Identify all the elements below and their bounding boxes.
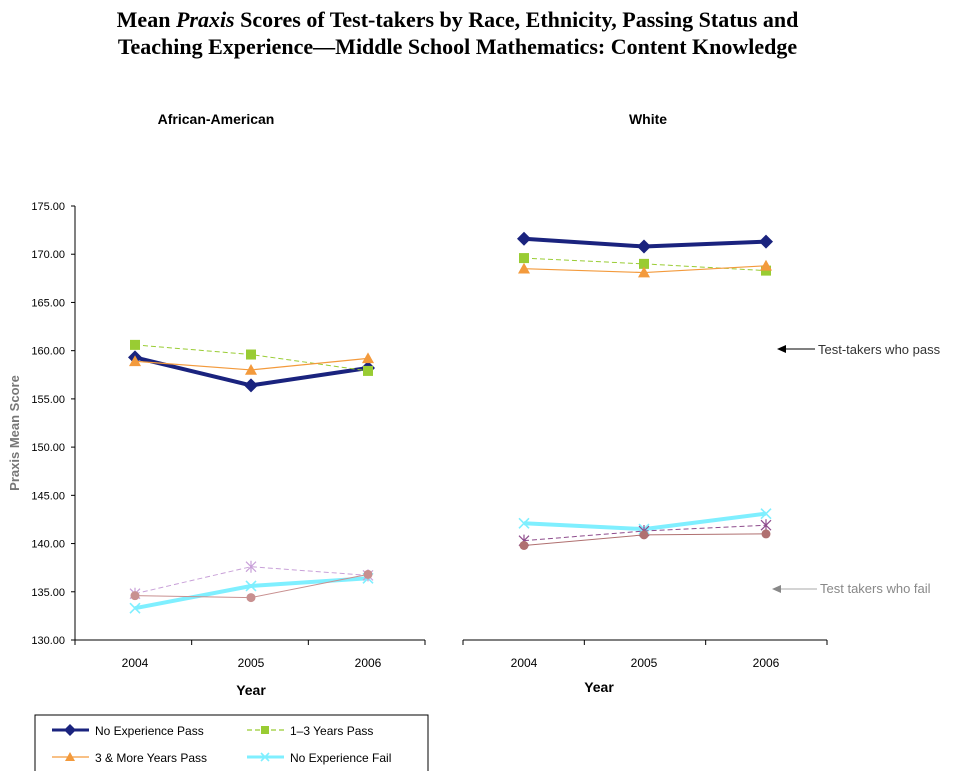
series-african-american-3-and-more-years-fail (130, 569, 373, 603)
x-tick-label-2006: 2006 (753, 656, 780, 670)
y-axis-label: Praxis Mean Score (7, 375, 22, 491)
legend: No Experience Pass 1–3 Years Pass 3 & More… (34, 714, 429, 771)
x-axis-label-right: Year (584, 679, 614, 695)
x-axis-label-left: Year (236, 682, 266, 698)
annotation-fail-text: Test takers who fail (820, 581, 931, 596)
data-point-2004 (517, 231, 531, 246)
data-point-2006 (363, 569, 373, 579)
labels: African-American White Praxis Mean Score… (7, 111, 941, 698)
series-white-no-experience-pass (517, 231, 773, 254)
data-point-2005 (245, 580, 257, 592)
data-point-2006 (761, 265, 771, 276)
series-african-american-no-experience-fail (129, 572, 374, 614)
legend-box (34, 714, 429, 771)
annotation-fail: Test takers who fail (772, 581, 931, 596)
legend-label: 1–3 Years Pass (290, 724, 373, 738)
data-point-2006 (362, 352, 374, 364)
data-point-2005 (245, 560, 257, 573)
legend-marker (260, 752, 270, 762)
legend-label: No Experience Pass (95, 724, 204, 738)
data-point-2005 (245, 363, 257, 375)
data-point-2006 (363, 365, 373, 376)
data-point-2004 (518, 517, 530, 529)
legend-marker (64, 724, 76, 736)
data-point-2004 (519, 540, 529, 550)
data-point-2006 (761, 529, 771, 539)
x-tick-label-2005: 2005 (631, 656, 658, 670)
x-tick-label-2004: 2004 (511, 656, 538, 670)
y-tick-label: 155.00 (31, 394, 65, 406)
series-white-3-and-more-years-pass (518, 259, 772, 278)
legend-item-no-experience-fail: No Experience Fail (247, 751, 391, 765)
annotation-pass-text: Test-takers who pass (818, 342, 941, 357)
data-point-2004 (129, 355, 141, 367)
y-tick-label: 150.00 (31, 442, 65, 454)
data-point-2006 (760, 519, 772, 532)
legend-item-3-and-more-years-pass: 3 & More Years Pass (52, 751, 207, 765)
data-point-2004 (129, 602, 141, 614)
data-point-2004 (130, 339, 140, 350)
y-tick-label: 175.00 (31, 201, 65, 213)
data-point-2005 (246, 349, 256, 360)
series (128, 231, 773, 614)
y-tick-label: 145.00 (31, 490, 65, 502)
annotation-pass-arrowhead (777, 345, 786, 353)
series-line (523, 511, 767, 532)
data-point-2006 (760, 508, 772, 520)
y-tick-label: 165.00 (31, 297, 65, 309)
x-tick-label-2005: 2005 (238, 656, 265, 670)
y-tick-label: 160.00 (31, 346, 65, 358)
panel-title-african-american: African-American (158, 111, 275, 127)
chart-title: Mean Praxis Scores of Test-takers by Rac… (0, 6, 915, 60)
chart-title-line-2: Teaching Experience—Middle School Mathem… (117, 34, 798, 59)
panel-title-white: White (629, 111, 667, 127)
data-point-2004 (519, 253, 529, 264)
data-point-2005 (244, 378, 258, 393)
data-point-2004 (518, 262, 530, 274)
x-tick-label-2004: 2004 (122, 656, 149, 670)
annotation-pass: Test-takers who pass (777, 342, 941, 357)
data-point-2006 (760, 259, 772, 271)
legend-item-no-experience-pass: No Experience Pass (52, 724, 204, 738)
data-point-2005 (637, 239, 651, 254)
data-point-2005 (246, 593, 256, 603)
data-point-2005 (638, 266, 650, 278)
legend-marker (261, 726, 269, 734)
series-white-3-and-more-years-fail (519, 529, 771, 550)
data-point-2006 (759, 234, 773, 249)
legend-label: No Experience Fail (290, 751, 391, 765)
data-point-2005 (639, 530, 649, 540)
data-point-2005 (639, 258, 649, 269)
series-african-american-3-and-more-years-pass (129, 352, 374, 375)
legend-marker (65, 752, 75, 761)
x-tick-label-2006: 2006 (355, 656, 382, 670)
annotation-fail-arrowhead (772, 585, 781, 593)
y-tick-label: 135.00 (31, 587, 65, 599)
y-tick-label: 170.00 (31, 249, 65, 261)
axes: 175.00 170.00 165.00 160.00 155.00 150.00 145.… (31, 201, 828, 670)
legend-label: 3 & More Years Pass (95, 751, 207, 765)
data-point-2004 (130, 591, 140, 601)
legend-item-1-3-years-pass: 1–3 Years Pass (247, 724, 373, 738)
y-tick-label: 140.00 (31, 539, 65, 551)
series-african-american-1-3-years-pass (130, 339, 373, 376)
y-tick-label: 130.00 (31, 635, 65, 647)
chart-title-line-1: Mean Praxis Scores of Test-takers by Rac… (116, 7, 799, 32)
